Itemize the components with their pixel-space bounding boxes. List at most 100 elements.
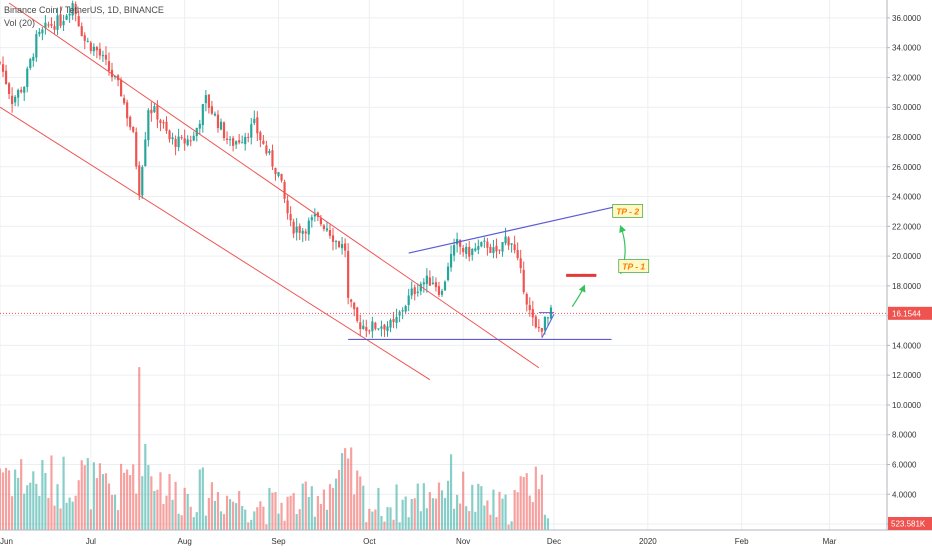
candle-body	[519, 258, 522, 269]
candle-body	[298, 226, 301, 233]
volume-bar	[62, 456, 65, 530]
volume-bar	[413, 498, 416, 530]
x-tick-label: Feb	[735, 537, 749, 546]
volume-bar	[77, 480, 80, 530]
candle-body	[525, 293, 528, 305]
volume-bar	[322, 489, 326, 530]
volume-bar	[489, 514, 492, 530]
candle-body	[340, 244, 344, 249]
volume-bar	[395, 484, 398, 530]
volume-bar	[268, 487, 271, 530]
y-tick-label: 12.0000	[892, 371, 921, 380]
y-tick-label: 34.0000	[892, 44, 921, 53]
volume-bar	[253, 511, 256, 530]
volume-bar	[192, 517, 195, 530]
candle-body	[277, 172, 280, 176]
volume-bar	[425, 508, 428, 530]
x-tick-label: Oct	[363, 537, 376, 546]
volume-bar	[183, 487, 186, 530]
candle-body	[304, 231, 307, 234]
candle-body	[238, 140, 241, 143]
volume-bar	[510, 521, 513, 530]
candle-body	[241, 142, 244, 144]
volume-bar	[456, 494, 459, 530]
volume-bar	[280, 502, 283, 530]
volume-bar	[319, 504, 322, 530]
candle-body	[377, 328, 380, 330]
volume-bar	[92, 462, 95, 530]
candle-body	[331, 235, 335, 242]
volume-bar	[286, 496, 289, 530]
x-tick-label: Dec	[547, 537, 561, 546]
candle-body	[522, 269, 525, 293]
candle-body	[129, 117, 132, 128]
volume-bar	[371, 511, 374, 530]
y-tick-label: 10.0000	[892, 401, 921, 410]
volume-bar	[168, 474, 171, 530]
candle-body	[465, 246, 468, 254]
volume-bar	[244, 509, 247, 530]
volume-bar	[71, 501, 74, 530]
candle-body	[219, 121, 223, 130]
candle-body	[68, 13, 71, 16]
candle-body	[489, 246, 492, 253]
candle-body	[198, 123, 201, 129]
candle-body	[295, 226, 298, 233]
volume-bar	[325, 509, 329, 530]
price-badge-bg	[888, 306, 932, 320]
volume-bar	[59, 508, 62, 530]
candle-body	[216, 114, 220, 129]
candle-body	[228, 139, 232, 141]
candle-body	[56, 15, 59, 30]
candle-body	[59, 14, 62, 26]
volume-bar	[4, 467, 8, 530]
volume-bar	[328, 484, 332, 530]
candle-body	[274, 167, 277, 175]
candle-body	[153, 106, 156, 113]
volume-bar	[41, 459, 44, 530]
candle-body	[144, 139, 147, 167]
candle-body	[356, 307, 359, 321]
candle-body	[486, 241, 489, 248]
y-tick-label: 6.0000	[892, 460, 917, 469]
volume-bar	[44, 473, 47, 530]
volume-bar	[462, 471, 465, 530]
volume-bar	[11, 496, 14, 530]
candle-body	[301, 230, 304, 234]
volume-bar	[316, 496, 319, 530]
volume-bar	[468, 511, 471, 530]
volume-bar	[198, 469, 201, 530]
candle-body	[362, 325, 365, 329]
candle-body	[244, 136, 247, 145]
volume-bar	[549, 541, 553, 543]
volume-bar	[516, 492, 519, 530]
volume-bar	[422, 483, 425, 530]
candle-body	[471, 248, 474, 256]
candle-body	[307, 220, 310, 235]
volume-bar	[392, 519, 395, 530]
volume-bar	[443, 497, 447, 530]
volume-bar	[165, 495, 168, 530]
arrow-tp1	[571, 284, 586, 308]
y-tick-label: 18.0000	[892, 282, 921, 291]
candle-body	[259, 132, 262, 141]
volume-bar	[29, 482, 32, 530]
candle-body	[328, 229, 332, 236]
volume-bar	[540, 474, 543, 530]
x-tick-label: 2020	[639, 537, 657, 546]
volume-bar	[401, 499, 404, 530]
candle-body	[20, 89, 23, 93]
volume-bar	[225, 495, 229, 530]
candle-body	[247, 136, 250, 138]
candle-body	[407, 295, 410, 305]
y-tick-label: 14.0000	[892, 341, 921, 350]
candle-body	[71, 3, 74, 16]
volume-bar	[110, 494, 114, 530]
volume-bar	[277, 513, 280, 530]
volume-bar	[449, 454, 453, 530]
candle-body	[162, 122, 165, 124]
candle-body	[150, 109, 153, 114]
candle-body	[26, 68, 29, 87]
